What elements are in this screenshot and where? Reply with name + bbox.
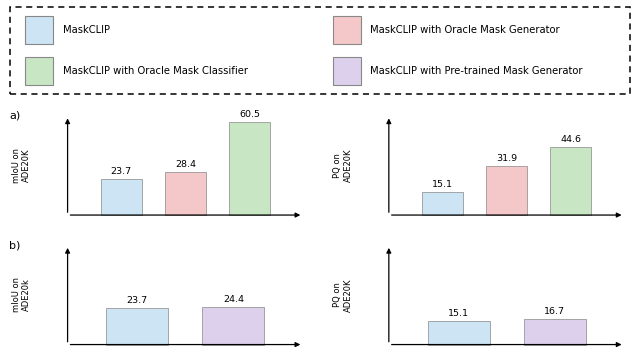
FancyBboxPatch shape (25, 57, 54, 85)
Text: PQ on
ADE20K: PQ on ADE20K (333, 278, 353, 311)
FancyBboxPatch shape (100, 179, 142, 215)
FancyBboxPatch shape (25, 16, 54, 44)
FancyBboxPatch shape (106, 308, 168, 345)
Text: 15.1: 15.1 (448, 310, 469, 319)
Text: 60.5: 60.5 (239, 111, 260, 120)
FancyBboxPatch shape (422, 192, 463, 215)
Text: b): b) (10, 240, 21, 250)
Text: 15.1: 15.1 (432, 180, 453, 189)
FancyBboxPatch shape (550, 147, 591, 215)
FancyBboxPatch shape (333, 16, 361, 44)
Text: mIoU on
ADE20K: mIoU on ADE20K (12, 148, 31, 183)
Text: MaskCLIP with Oracle Mask Generator: MaskCLIP with Oracle Mask Generator (370, 25, 560, 35)
Text: 44.6: 44.6 (560, 135, 581, 144)
Text: PQ on
ADE20K: PQ on ADE20K (333, 149, 353, 182)
FancyBboxPatch shape (228, 122, 270, 215)
FancyBboxPatch shape (202, 307, 264, 345)
Text: 24.4: 24.4 (223, 295, 244, 304)
Text: 31.9: 31.9 (496, 154, 517, 163)
FancyBboxPatch shape (486, 166, 527, 215)
FancyBboxPatch shape (428, 321, 490, 345)
Text: MaskCLIP with Pre-trained Mask Generator: MaskCLIP with Pre-trained Mask Generator (370, 66, 582, 76)
Text: mIoU on
ADE20k: mIoU on ADE20k (12, 277, 31, 312)
Text: 23.7: 23.7 (111, 167, 132, 176)
FancyBboxPatch shape (10, 7, 630, 94)
Text: 16.7: 16.7 (544, 307, 565, 316)
FancyBboxPatch shape (164, 172, 206, 215)
Text: 23.7: 23.7 (127, 296, 148, 305)
Text: MaskCLIP: MaskCLIP (63, 25, 110, 35)
Text: 28.4: 28.4 (175, 159, 196, 168)
Text: MaskCLIP with Oracle Mask Classifier: MaskCLIP with Oracle Mask Classifier (63, 66, 248, 76)
FancyBboxPatch shape (524, 319, 586, 345)
FancyBboxPatch shape (333, 57, 361, 85)
Text: a): a) (10, 111, 20, 121)
